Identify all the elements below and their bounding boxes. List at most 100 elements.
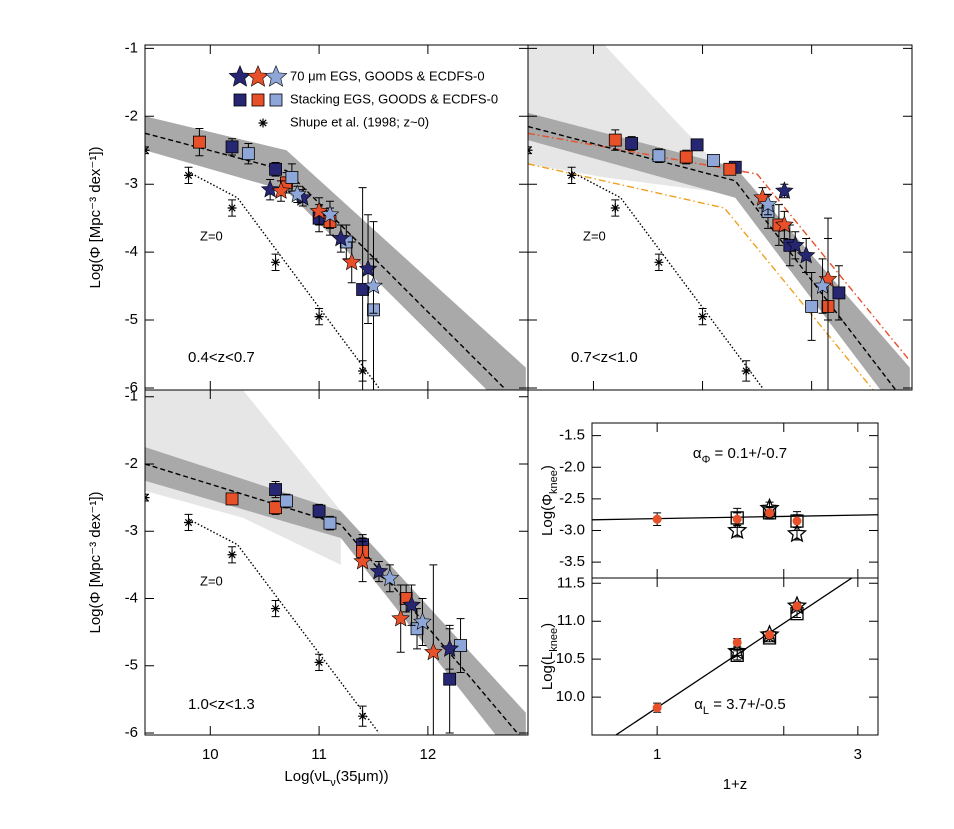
circle-marker — [732, 514, 742, 524]
circle-marker — [792, 601, 802, 611]
y-tick-label: -3.0 — [559, 522, 585, 539]
fit-line — [188, 518, 380, 734]
axes-frame — [527, 44, 913, 391]
star-marker — [786, 523, 808, 543]
y-tick-label: -5 — [125, 311, 138, 328]
square-marker — [723, 162, 737, 176]
star-marker — [758, 194, 778, 213]
y-tick-label: -1.5 — [559, 427, 585, 444]
circle-marker — [765, 508, 775, 518]
y-tick-label: 11.0 — [557, 612, 585, 629]
star-marker — [369, 561, 389, 580]
plot-area — [528, 45, 911, 390]
square-marker — [690, 138, 704, 152]
annotation: 1.0<z<1.3 — [188, 696, 255, 713]
plot-area — [592, 497, 878, 543]
y-axis-label-part: knee — [548, 470, 560, 494]
fit-line — [571, 171, 764, 389]
y-axis-label-part: ) — [539, 465, 556, 470]
annotation: Z=0 — [200, 228, 223, 243]
fit-line — [188, 171, 380, 389]
legend-label: Shupe et al. (1998; z~0) — [290, 114, 429, 129]
star-marker — [353, 551, 372, 570]
y-tick-label: -6 — [125, 379, 138, 396]
x-tick-label: 10 — [202, 746, 219, 763]
y-tick-label: -3.5 — [559, 553, 585, 570]
star-marker — [402, 595, 421, 614]
legend-label: 70 μm EGS, GOODS & ECDFS-0 — [290, 68, 485, 83]
star-marker — [320, 205, 340, 223]
star-marker — [342, 252, 362, 271]
y-tick-label: 10.0 — [556, 688, 585, 705]
band — [528, 112, 910, 390]
square-marker — [285, 171, 299, 184]
annotation: αΦ = 0.1+/-0.7 — [693, 445, 787, 466]
y-tick-label: -4 — [125, 243, 138, 260]
star-marker — [331, 228, 351, 247]
square-marker — [225, 492, 239, 506]
y-axis-label: Log(Φ [Mpc⁻³ dex⁻¹]) — [87, 491, 104, 633]
star-marker — [264, 65, 288, 87]
square-marker — [251, 93, 265, 107]
square-marker — [652, 149, 666, 163]
asterisk-marker — [258, 118, 268, 128]
x-tick-label: 11 — [311, 746, 327, 763]
y-tick-label: 11.5 — [557, 574, 585, 591]
star-marker — [260, 179, 280, 198]
y-axis-label-part: knee — [548, 628, 560, 652]
asterisk-marker — [567, 170, 577, 180]
star-marker — [727, 519, 748, 540]
square-marker — [805, 300, 819, 313]
star-marker — [813, 276, 832, 295]
square-marker — [225, 140, 239, 154]
square-marker — [443, 672, 457, 686]
annotation-part: = 3.7+/-0.5 — [709, 696, 786, 713]
square-marker — [707, 154, 720, 167]
square-marker — [454, 639, 467, 652]
plot-area — [614, 578, 853, 735]
y-axis-label: Log(Φ [Mpc⁻³ dex⁻¹]) — [87, 146, 104, 288]
y-axis-label: Log(Φknee) — [539, 465, 560, 536]
star-marker — [380, 568, 400, 587]
square-marker — [269, 162, 282, 176]
star-marker — [785, 235, 805, 254]
x-axis-label: 1+z — [723, 776, 748, 793]
circle-marker — [765, 630, 775, 640]
star-marker — [358, 259, 378, 278]
star-marker — [424, 642, 443, 661]
y-axis-label-part: Log(Φ — [539, 494, 556, 536]
asterisk-marker — [358, 711, 368, 721]
star-marker — [228, 65, 252, 87]
square-marker — [679, 150, 693, 164]
square-marker — [241, 147, 255, 161]
y-axis-label-part: Log(L — [539, 652, 556, 690]
star-marker — [775, 215, 794, 233]
y-tick-label: -2.0 — [559, 458, 585, 475]
asterisk-marker — [227, 203, 237, 213]
legend-label: Stacking EGS, GOODS & ECDFS-0 — [290, 91, 498, 106]
y-axis-label: Log(Lknee) — [539, 623, 560, 690]
y-tick-label: 10.5 — [556, 650, 585, 667]
circle-marker — [732, 637, 742, 647]
x-axis-label-part: ν — [330, 777, 336, 789]
square-marker — [193, 135, 206, 149]
star-marker — [391, 608, 411, 627]
x-tick-label: 3 — [854, 746, 862, 763]
square-marker — [269, 483, 282, 496]
plot-area — [145, 116, 526, 390]
square-marker — [608, 133, 622, 147]
x-axis-label-part: (35μm)) — [336, 768, 389, 785]
asterisk-marker — [184, 170, 194, 180]
star-marker — [309, 201, 329, 220]
annotation: 0.4<z<0.7 — [188, 349, 255, 366]
y-axis-label-part: ) — [539, 623, 556, 628]
circle-marker — [652, 703, 662, 713]
square-marker — [832, 286, 846, 300]
square-marker — [323, 516, 337, 530]
asterisk-marker — [271, 257, 281, 267]
y-tick-label: -2 — [125, 107, 138, 124]
star-marker — [775, 181, 794, 199]
asterisk-marker — [184, 517, 194, 527]
asterisk-marker — [654, 257, 664, 267]
asterisk-marker — [610, 203, 620, 213]
